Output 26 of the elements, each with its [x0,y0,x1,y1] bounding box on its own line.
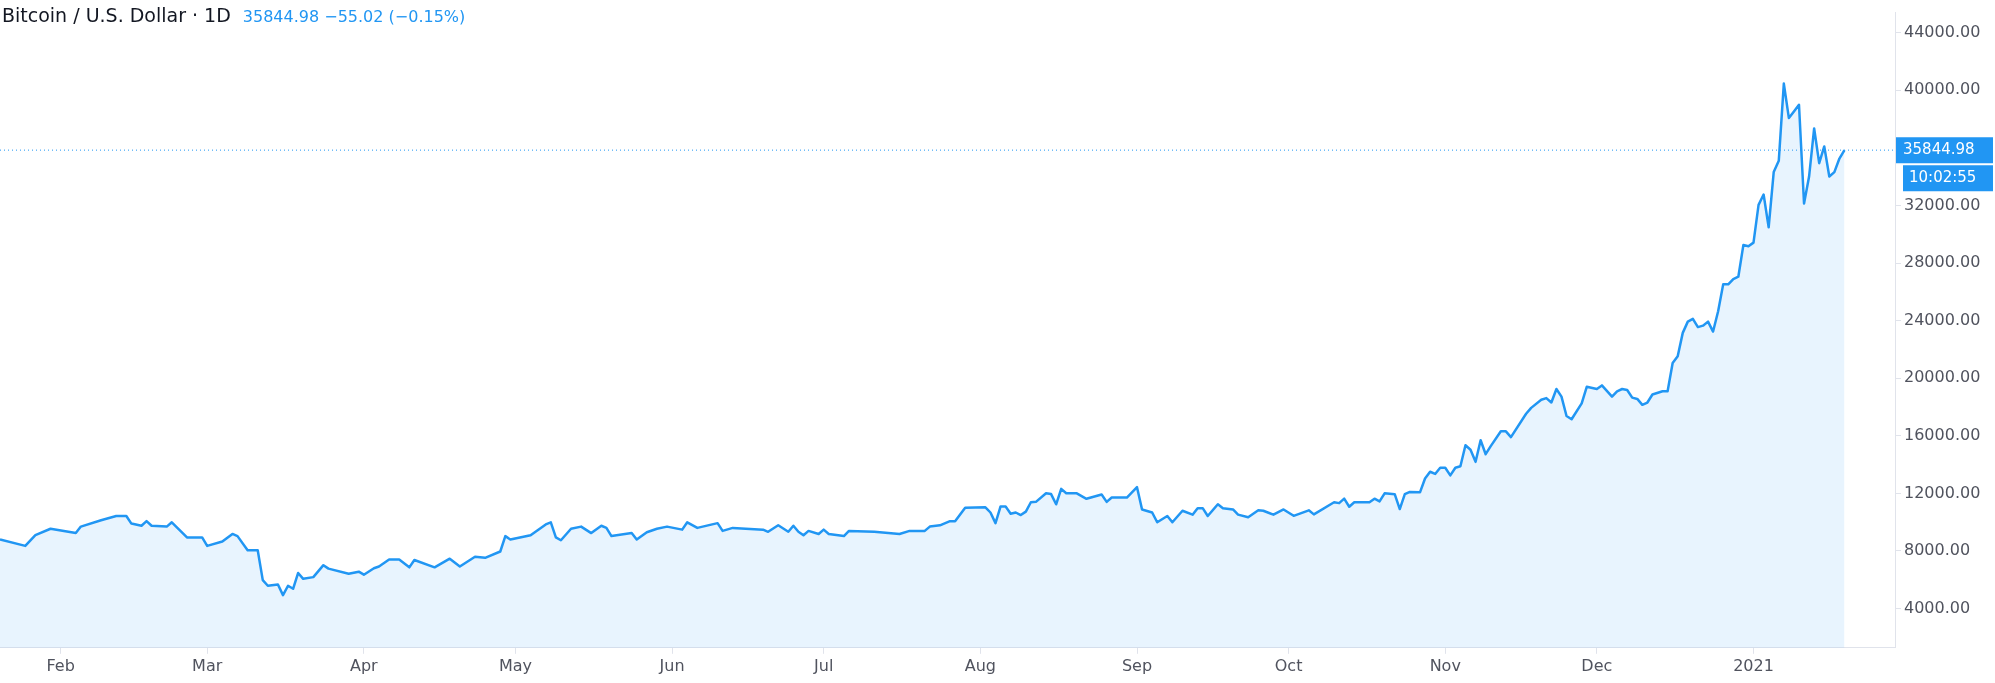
x-tick-label: Mar [192,655,223,675]
x-tick-label: Sep [1121,655,1153,675]
y-tick-label: 4000.00 [1904,597,1971,617]
y-tick-label: 8000.00 [1904,540,1971,560]
text: 10:02:55 [1909,168,1977,187]
chart-title: Bitcoin / U.S. Dollar · 1D [2,4,231,26]
x-tick-label: Nov [1429,655,1461,675]
y-tick-label: 40000.00 [1904,79,1981,99]
x-tick-label: Aug [964,655,996,675]
chart-subtitle: 35844.98 −55.02 (−0.15%) [242,7,466,26]
y-tick-label: 20000.00 [1904,367,1981,387]
x-tick-label: Feb [46,655,75,675]
y-tick-label: 24000.00 [1904,309,1981,329]
x-tick-label: 2021 [1733,655,1774,675]
x-tick-label: Apr [350,655,379,675]
y-tick-label: 28000.00 [1904,252,1981,272]
x-tick-label: Jun [658,655,685,675]
x-tick-label: Dec [1581,655,1613,675]
x-tick-label: Jul [813,655,834,675]
y-tick-label: 16000.00 [1904,424,1981,444]
x-tick-label: Oct [1274,655,1303,675]
y-tick-label: 44000.00 [1904,21,1981,41]
x-tick-label: May [498,655,532,675]
y-tick-label: 32000.00 [1904,194,1981,214]
y-tick-label: 12000.00 [1904,482,1981,502]
ref-line-label: 35844.98 [1903,140,1975,159]
